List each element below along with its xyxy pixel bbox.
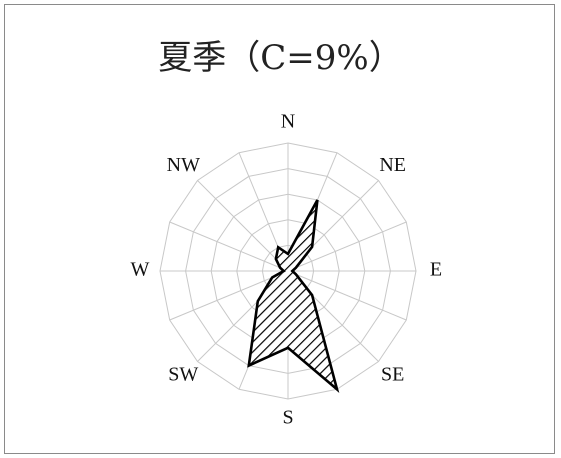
grid-spoke-ene bbox=[287, 221, 407, 272]
grid-spoke-wsw bbox=[169, 270, 289, 321]
grid-spoke-nw bbox=[197, 180, 289, 272]
radar-series bbox=[247, 199, 340, 393]
direction-label-e: E bbox=[430, 259, 442, 281]
direction-label-se: SE bbox=[381, 363, 404, 385]
direction-labels: N NE E SE S SW W NW bbox=[131, 111, 443, 429]
direction-label-n: N bbox=[281, 111, 295, 133]
direction-label-nw: NW bbox=[167, 154, 200, 176]
direction-label-ne: NE bbox=[379, 154, 406, 176]
grid-spoke-ese bbox=[287, 270, 407, 321]
direction-label-sw: SW bbox=[168, 363, 198, 385]
series-area bbox=[247, 199, 340, 393]
direction-label-s: S bbox=[282, 407, 293, 429]
chart-frame bbox=[4, 4, 555, 454]
grid-spoke-wnw bbox=[169, 221, 289, 272]
chart-title: 夏季（C=9%） bbox=[158, 38, 403, 78]
direction-label-w: W bbox=[131, 259, 150, 281]
